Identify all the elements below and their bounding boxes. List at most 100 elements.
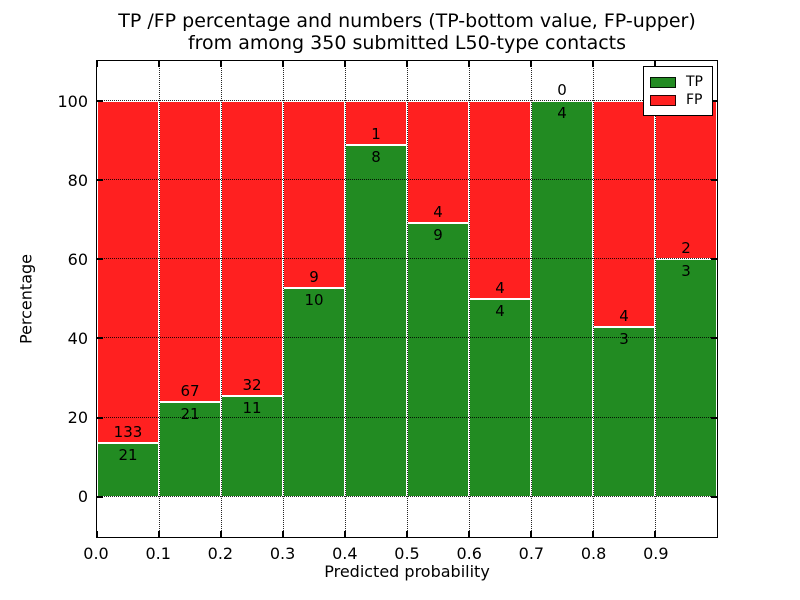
gridline-v: [531, 61, 532, 537]
x-tick-label: 0.9: [643, 544, 669, 563]
legend-label-fp: FP: [686, 92, 703, 108]
fp-count-label: 9: [309, 268, 319, 287]
axis-tick: [711, 416, 717, 419]
axis-tick: [97, 416, 103, 419]
tp-count-label: 9: [433, 225, 443, 244]
x-tick-label: 0.8: [580, 544, 607, 563]
axis-tick: [220, 61, 222, 67]
axis-tick: [406, 531, 408, 537]
axis-tick: [711, 496, 717, 499]
tp-count-label: 11: [242, 398, 262, 417]
axis-tick: [711, 99, 717, 102]
fp-count-label: 67: [180, 382, 200, 401]
axis-tick: [97, 496, 103, 499]
axis-tick: [530, 531, 532, 537]
tp-count-label: 21: [180, 405, 200, 424]
legend: TP FP: [643, 66, 713, 116]
axis-tick: [97, 178, 103, 181]
gridline-v: [283, 61, 284, 537]
tp-count-label: 3: [681, 262, 691, 281]
axis-tick: [711, 337, 717, 340]
axis-tick: [592, 61, 594, 67]
x-tick-label: 0.3: [269, 544, 296, 563]
fp-count-label: 0: [557, 80, 567, 99]
tp-count-label: 3: [619, 330, 629, 349]
fp-count-label: 4: [433, 202, 443, 221]
axis-tick: [530, 61, 532, 67]
x-tick-label: 0.4: [332, 544, 358, 563]
bar-fp-segment: [159, 100, 221, 403]
axis-tick: [654, 61, 656, 67]
x-tick-label: 0.6: [456, 544, 482, 563]
bar-fp-segment: [97, 100, 159, 443]
axis-tick: [468, 61, 470, 67]
bar-tp-segment: [469, 298, 531, 498]
bar-tp-segment: [593, 327, 655, 498]
x-tick-label: 0.0: [83, 544, 109, 563]
tp-count-label: 4: [495, 301, 505, 320]
axis-tick: [97, 337, 103, 340]
axis-tick: [711, 258, 717, 261]
gridline-v: [655, 61, 656, 537]
y-tick-label: 20: [67, 407, 88, 427]
bar-tp-segment: [159, 402, 221, 498]
legend-item-fp: FP: [650, 92, 706, 108]
fp-count-label: 32: [242, 375, 262, 394]
bar-tp-segment: [283, 288, 345, 498]
fp-count-label: 4: [495, 278, 505, 297]
tp-count-label: 8: [371, 147, 381, 166]
y-tick-label: 0: [77, 487, 88, 506]
axis-tick: [96, 531, 98, 537]
plot-area: 133 21 67 21 32 11 9 10 1 8 4 9 4 4 0 4 4 3 2 3: [96, 60, 718, 538]
legend-label-tp: TP: [686, 74, 703, 90]
y-tick-label: 100: [57, 91, 88, 111]
tp-count-label: 21: [118, 445, 138, 464]
bar-tp-segment: [655, 259, 717, 498]
gridline-v: [159, 61, 160, 537]
tp-count-label: 4: [557, 103, 567, 122]
bar-fp-segment: [469, 100, 531, 299]
chart-title-line1: TP /FP percentage and numbers (TP-bottom…: [118, 10, 696, 32]
bar-tp-segment: [97, 442, 159, 498]
x-tick-label: 0.7: [518, 544, 545, 563]
axis-tick: [158, 531, 160, 537]
axis-tick: [282, 531, 284, 537]
fp-count-label: 1: [371, 124, 381, 143]
bar-fp-segment: [221, 100, 283, 396]
fp-count-label: 2: [681, 239, 691, 258]
gridline-v: [469, 61, 470, 537]
tp-legend-swatch-icon: [650, 76, 676, 88]
bar-tp-segment: [345, 144, 407, 498]
axis-tick: [220, 531, 222, 537]
axis-tick: [468, 531, 470, 537]
axis-tick: [344, 61, 346, 67]
tp-count-label: 10: [304, 291, 324, 310]
axis-tick: [282, 61, 284, 67]
x-tick-label: 0.2: [207, 544, 234, 563]
axis-tick: [97, 99, 103, 102]
chart-title-line2: from among 350 submitted L50-type contac…: [187, 32, 627, 54]
gridline-v: [407, 61, 408, 537]
bar-fp-segment: [283, 100, 345, 289]
axis-tick: [158, 61, 160, 67]
x-tick-label: 0.1: [145, 544, 171, 563]
x-tick-label: 0.5: [394, 544, 420, 563]
gridline-v: [593, 61, 594, 537]
axis-tick: [592, 531, 594, 537]
axis-tick: [96, 61, 98, 67]
x-axis-label: Predicted probability: [324, 562, 490, 581]
bar-fp-segment: [345, 100, 407, 145]
fp-legend-swatch-icon: [650, 94, 676, 106]
axis-tick: [711, 178, 717, 181]
fp-count-label: 133: [113, 422, 143, 441]
bar-fp-segment: [593, 100, 655, 328]
axis-tick: [406, 61, 408, 67]
chart-title: TP /FP percentage and numbers (TP-bottom…: [96, 10, 718, 54]
axis-tick: [97, 258, 103, 261]
bar-fp-segment: [655, 100, 717, 260]
y-tick-label: 80: [67, 170, 88, 190]
bar-tp-segment: [531, 100, 593, 498]
y-tick-label: 60: [67, 249, 88, 269]
legend-item-tp: TP: [650, 74, 706, 90]
